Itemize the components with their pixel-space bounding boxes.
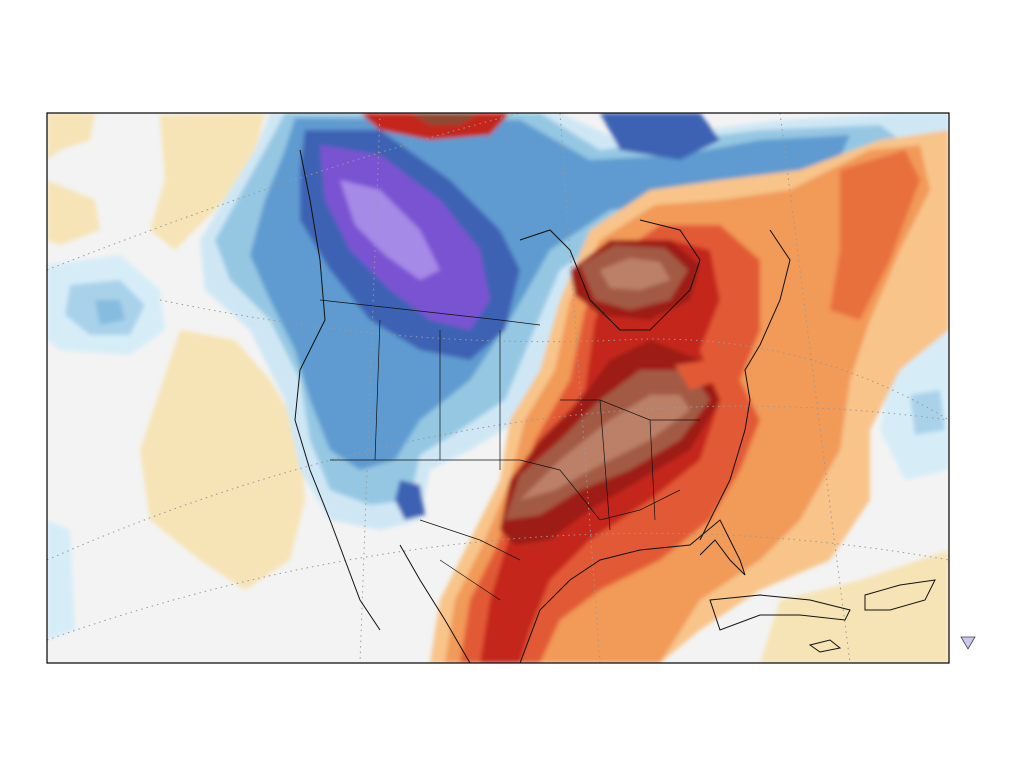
coastlines <box>294 149 936 663</box>
borders <box>319 299 700 601</box>
contour-fills <box>47 113 949 663</box>
graticule <box>47 113 949 663</box>
colorbar-extension-marker <box>960 636 976 650</box>
map-frame <box>46 112 950 664</box>
anomaly-field <box>47 113 949 663</box>
